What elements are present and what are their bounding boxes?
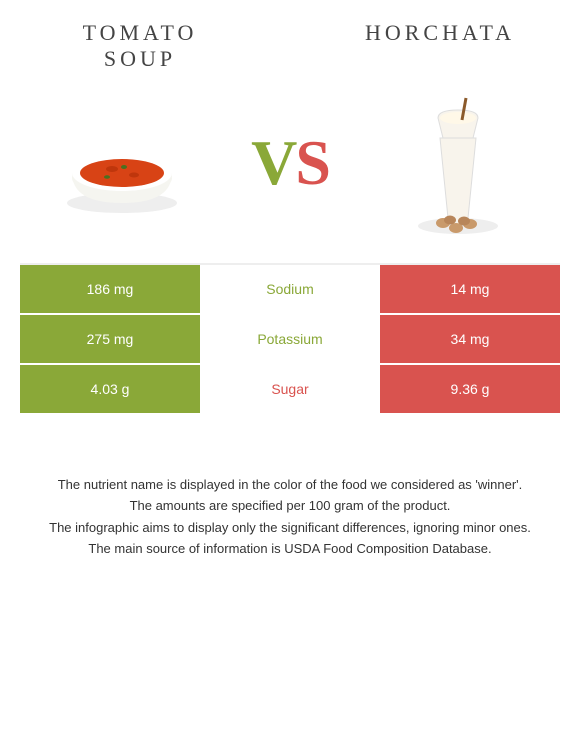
images-row: VS [0, 83, 580, 263]
right-food-title: HORCHATA [350, 20, 530, 73]
nutrient-name-cell: Sugar [200, 365, 380, 413]
table-row: 275 mgPotassium34 mg [20, 315, 560, 365]
right-value-cell: 9.36 g [380, 365, 560, 413]
right-value-cell: 14 mg [380, 265, 560, 313]
table-row: 4.03 gSugar9.36 g [20, 365, 560, 415]
footnote-line: The main source of information is USDA F… [40, 539, 540, 559]
left-food-title: TOMATO SOUP [50, 20, 230, 73]
footnote-line: The amounts are specified per 100 gram o… [40, 496, 540, 516]
nutrient-name-cell: Sodium [200, 265, 380, 313]
horchata-icon [383, 93, 533, 233]
nutrient-name-cell: Potassium [200, 315, 380, 363]
vs-v: V [251, 127, 295, 198]
footnote-line: The nutrient name is displayed in the co… [40, 475, 540, 495]
footnotes: The nutrient name is displayed in the co… [40, 475, 540, 559]
footnote-line: The infographic aims to display only the… [40, 518, 540, 538]
left-value-cell: 275 mg [20, 315, 200, 363]
header: TOMATO SOUP HORCHATA [0, 0, 580, 83]
nutrient-table: 186 mgSodium14 mg275 mgPotassium34 mg4.0… [20, 263, 560, 415]
vs-label: VS [251, 126, 329, 200]
table-row: 186 mgSodium14 mg [20, 265, 560, 315]
vs-s: S [295, 127, 329, 198]
tomato-soup-icon [47, 93, 197, 233]
right-value-cell: 34 mg [380, 315, 560, 363]
left-value-cell: 186 mg [20, 265, 200, 313]
left-value-cell: 4.03 g [20, 365, 200, 413]
